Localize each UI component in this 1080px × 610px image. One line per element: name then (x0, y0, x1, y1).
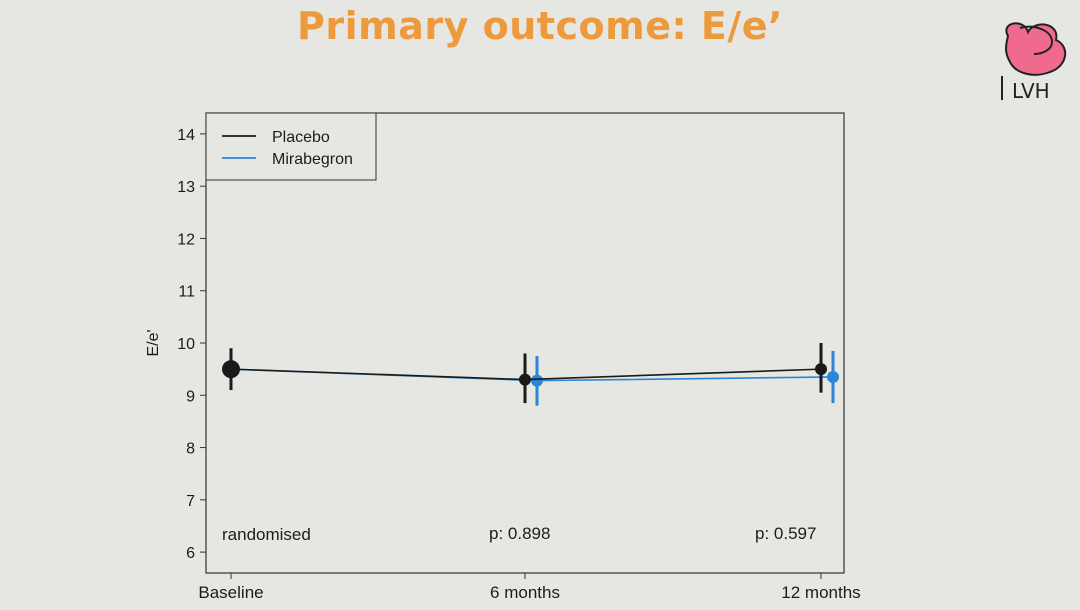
data-point-mirabegron (827, 370, 839, 383)
y-tick-label: 12 (177, 231, 195, 248)
y-tick-label: 7 (186, 493, 195, 510)
data-point-placebo (222, 360, 240, 379)
legend-label-mirabegron: Mirabegron (272, 151, 353, 168)
data-point-placebo (815, 363, 827, 376)
data-point-placebo (519, 373, 531, 386)
x-tick-label: Baseline (198, 583, 263, 602)
x-tick-label: 12 months (781, 583, 860, 602)
legend: Placebo Mirabegron (205, 112, 377, 181)
y-tick-label: 9 (186, 388, 195, 405)
y-tick-label: 10 (177, 336, 195, 353)
x-axis: Baseline 6 months 12 months (198, 573, 861, 602)
annotation-p-6-months: p: 0.898 (489, 524, 550, 543)
y-tick-label: 14 (177, 127, 195, 144)
slide-title: Primary outcome: E/e’ (297, 4, 783, 48)
x-tick-label: 6 months (490, 583, 560, 602)
legend-box (205, 112, 377, 181)
lvh-logo: LVH (1001, 22, 1066, 103)
logo-text: LVH (1012, 79, 1050, 103)
annotation-p-12-months: p: 0.597 (755, 524, 816, 543)
data-point-mirabegron (531, 374, 543, 387)
y-tick-label: 8 (186, 441, 195, 458)
annotation-randomised: randomised (222, 525, 311, 544)
legend-label-placebo: Placebo (272, 129, 330, 146)
series-layer (222, 343, 839, 406)
y-tick-label: 11 (178, 284, 195, 301)
y-axis: 6 7 8 9 10 11 12 13 14 (177, 127, 206, 562)
y-tick-label: 13 (177, 179, 195, 196)
y-tick-label: 6 (186, 545, 195, 562)
y-axis-label: E/e' (145, 329, 162, 356)
plot-frame (205, 112, 845, 574)
